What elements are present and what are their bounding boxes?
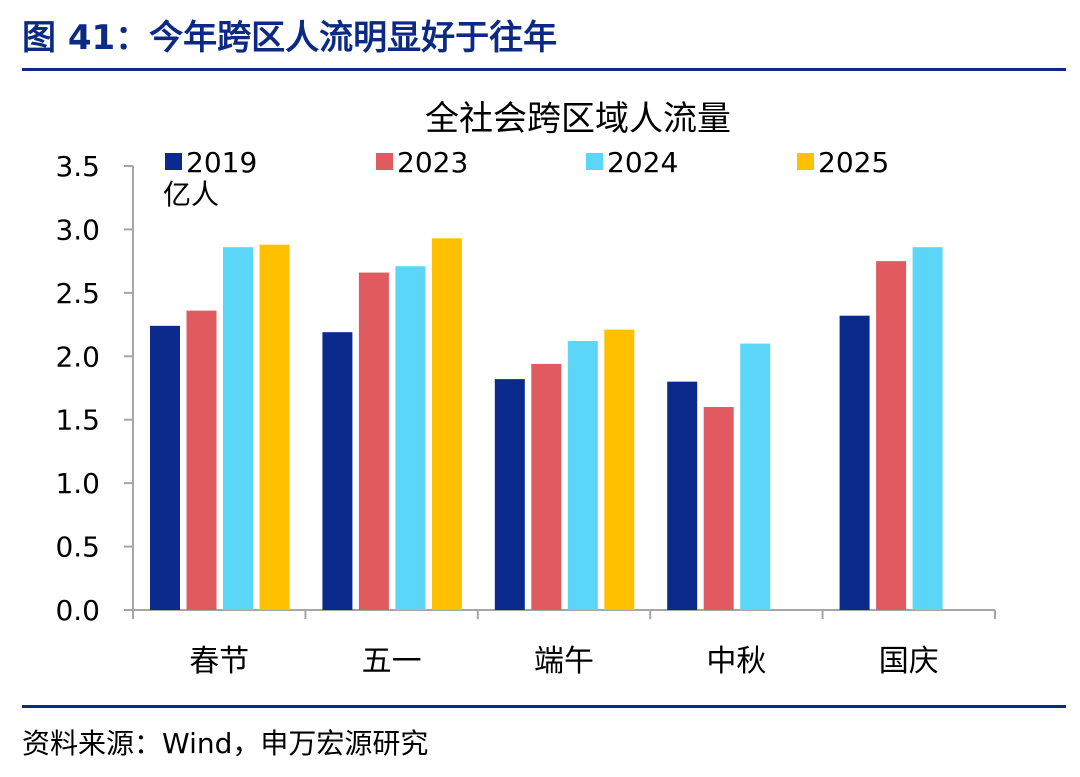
chart-title: 全社会跨区域人流量 <box>425 99 731 139</box>
y-tick-label: 1.5 <box>55 404 100 437</box>
bar-2024-五一 <box>395 266 426 610</box>
x-tick-label: 端午 <box>534 644 594 679</box>
bar-2019-春节 <box>150 325 180 610</box>
title-rule <box>22 68 1066 71</box>
legend-label-2024: 2024 <box>607 146 678 179</box>
x-tick-label: 中秋 <box>706 644 766 679</box>
bar-2023-端午 <box>531 363 562 610</box>
legend-swatch-2025 <box>797 153 814 170</box>
bar-2023-春节 <box>186 310 217 610</box>
figure-title: 图 41：今年跨区人流明显好于往年 <box>22 18 558 58</box>
bar-2019-端午 <box>494 379 525 610</box>
x-tick-label: 春节 <box>189 644 249 679</box>
bar-2023-国庆 <box>876 261 907 610</box>
bar-2023-五一 <box>358 272 389 610</box>
bars <box>150 238 943 610</box>
footer-rule <box>22 705 1066 708</box>
y-unit-label: 亿人 <box>163 178 219 211</box>
legend-swatch-2024 <box>586 153 603 170</box>
bar-2024-春节 <box>223 247 253 610</box>
source-note: 资料来源：Wind，申万宏源研究 <box>22 727 429 760</box>
bar-2025-五一 <box>431 238 462 610</box>
y-tick-label: 3.0 <box>55 213 100 246</box>
legend-label-2019: 2019 <box>186 146 257 179</box>
y-tick-label: 0.0 <box>55 594 100 627</box>
legend-swatch-2023 <box>376 153 393 170</box>
y-tick-label: 3.5 <box>55 150 100 183</box>
bar-2019-国庆 <box>839 315 870 610</box>
bar-2025-端午 <box>604 329 635 610</box>
bar-2024-国庆 <box>912 247 943 610</box>
bar-chart: 全社会跨区域人流量 亿人 0.0 0.5 1.0 1.5 2.0 2.5 3.0 3.5 春节 五… <box>55 99 996 679</box>
bar-2019-中秋 <box>667 381 698 610</box>
x-tick-label: 国庆 <box>879 644 939 679</box>
y-tick-label: 2.5 <box>55 277 100 310</box>
legend-label-2023: 2023 <box>397 146 468 179</box>
legend: 2019 2023 2024 2025 <box>165 146 889 179</box>
y-tick-label: 1.0 <box>55 467 100 500</box>
legend-label-2025: 2025 <box>818 146 889 179</box>
y-tick-label: 2.0 <box>55 340 100 373</box>
legend-swatch-2019 <box>165 153 182 170</box>
bar-2024-中秋 <box>740 343 771 610</box>
bar-2025-春节 <box>259 244 290 610</box>
y-tick-label: 0.5 <box>55 531 100 564</box>
bar-2023-中秋 <box>703 407 734 610</box>
bar-2024-端午 <box>567 341 598 610</box>
x-tick-label: 五一 <box>362 644 422 679</box>
bar-2019-五一 <box>322 332 353 610</box>
